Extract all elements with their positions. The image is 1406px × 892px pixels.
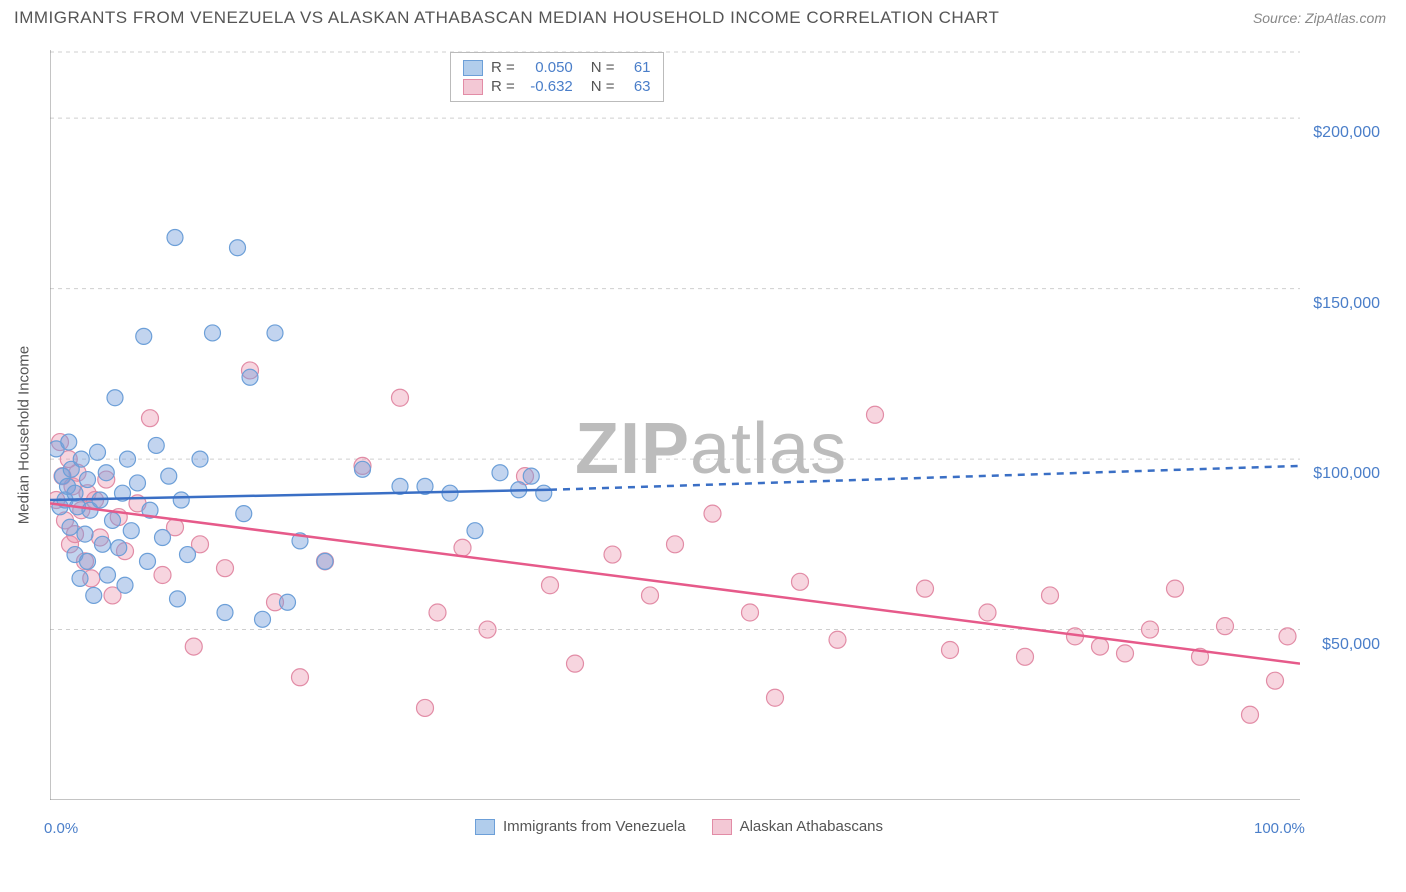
swatch-athabascan [712,819,732,835]
swatch-venezuela [463,60,483,76]
y-tick-label: $200,000 [1313,124,1380,142]
source-credit: Source: ZipAtlas.com [1253,10,1386,26]
stat-row-athabascan: R =-0.632N =63 [463,77,651,96]
chart-area: Median Household Income ZIPatlas R =0.05… [50,50,1390,820]
y-tick-label: $150,000 [1313,295,1380,313]
stats-box: R =0.050N =61R =-0.632N =63 [450,52,664,102]
y-axis-label: Median Household Income [16,346,33,524]
swatch-venezuela [475,819,495,835]
x-tick-left: 0.0% [44,820,78,837]
swatch-athabascan [463,79,483,95]
scatter-plot [50,50,1300,800]
chart-header: IMMIGRANTS FROM VENEZUELA VS ALASKAN ATH… [0,0,1406,34]
legend-item-athabascan: Alaskan Athabascans [712,818,883,835]
legend-item-venezuela: Immigrants from Venezuela [475,818,686,835]
bottom-legend: Immigrants from Venezuela Alaskan Athabas… [475,818,883,835]
stat-row-venezuela: R =0.050N =61 [463,58,651,77]
chart-title: IMMIGRANTS FROM VENEZUELA VS ALASKAN ATH… [14,8,999,28]
y-tick-label: $50,000 [1322,636,1380,654]
y-tick-label: $100,000 [1313,465,1380,483]
x-tick-right: 100.0% [1254,820,1305,837]
